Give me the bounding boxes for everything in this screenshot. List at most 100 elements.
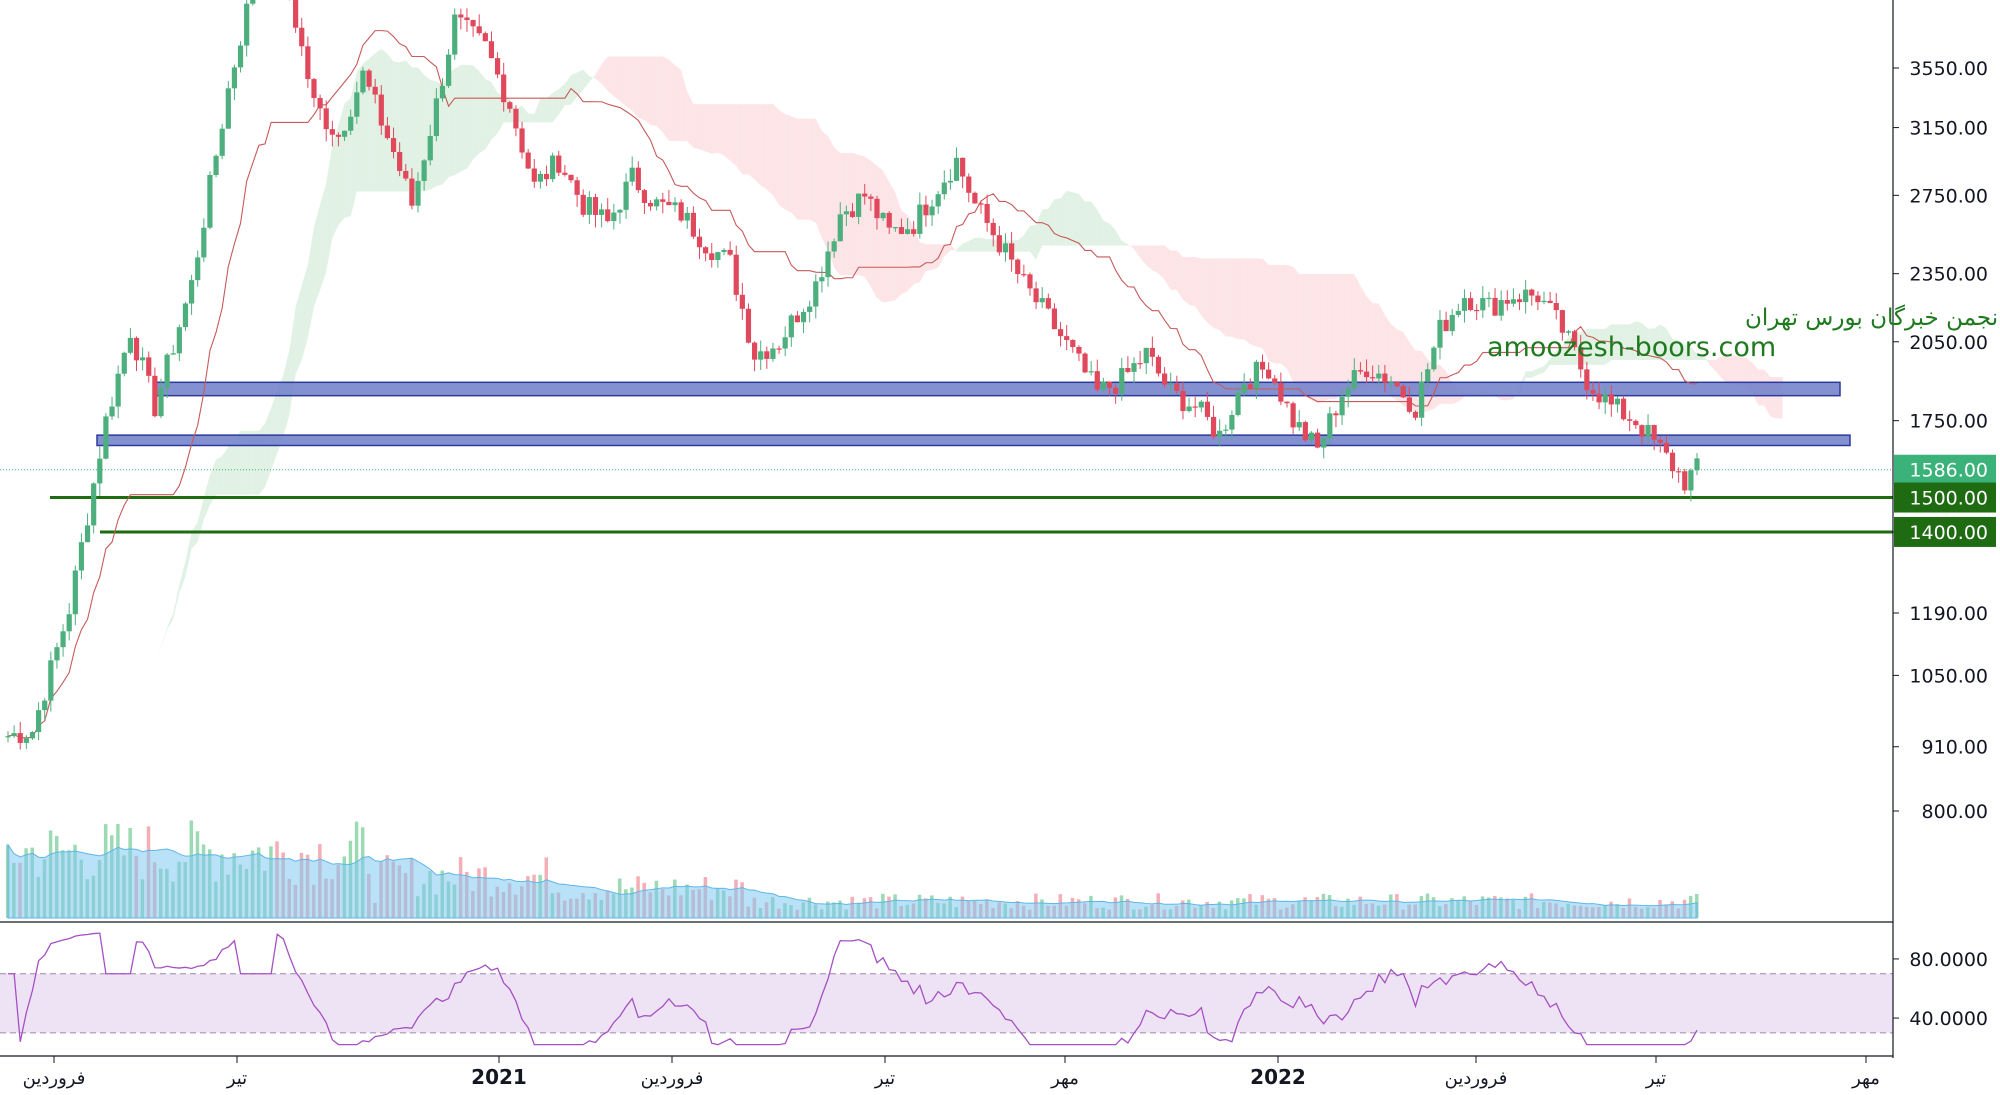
- candle-body: [390, 138, 397, 153]
- candle-body: [1229, 414, 1235, 430]
- cloud-segment: [1684, 344, 1691, 361]
- candle: [213, 154, 219, 178]
- candle-body: [72, 570, 78, 615]
- candle-body: [1357, 370, 1364, 372]
- candle: [390, 127, 397, 159]
- candle: [201, 218, 207, 262]
- cloud-segment: [1703, 353, 1710, 365]
- price-badge-label: 1586.00: [1909, 460, 1988, 482]
- candle: [647, 200, 654, 211]
- candle-body: [109, 406, 115, 417]
- cloud-segment: [1250, 258, 1257, 347]
- candle: [1400, 383, 1406, 399]
- candle: [1394, 381, 1400, 388]
- candle-body: [1308, 432, 1315, 441]
- candle-body: [158, 387, 164, 417]
- cloud-segment: [301, 264, 308, 360]
- cloud-segment: [1293, 266, 1300, 396]
- candle: [341, 130, 348, 142]
- candle-body: [751, 342, 758, 360]
- candle-body: [1241, 384, 1247, 393]
- cloud-segment: [974, 237, 982, 252]
- candle-body: [164, 354, 170, 388]
- cloud-segment: [1660, 324, 1667, 361]
- cloud-segment: [687, 91, 694, 148]
- cloud-segment: [632, 56, 639, 119]
- candle-body: [819, 277, 825, 282]
- candle-body: [1419, 381, 1425, 418]
- candle-body: [433, 98, 439, 137]
- candle-body: [1455, 310, 1461, 315]
- candle: [1168, 372, 1174, 394]
- cloud-segment: [1170, 250, 1177, 290]
- cloud-segment: [1109, 223, 1116, 246]
- cloud-segment: [876, 165, 884, 303]
- time-axis[interactable]: فروردین تیر 2021 فروردین تیر مهر 2022 فروردین تی…: [0, 1055, 1893, 1089]
- candle-body: [439, 85, 446, 99]
- candle: [1039, 287, 1045, 309]
- candle: [598, 203, 605, 228]
- candle: [1113, 384, 1119, 404]
- candle: [507, 100, 513, 113]
- time-tick-label: تیر: [874, 1068, 895, 1089]
- candle-body: [1076, 346, 1082, 354]
- candle-body: [97, 458, 103, 484]
- candle: [641, 188, 648, 214]
- cloud-segment: [497, 92, 504, 134]
- cloud-segment: [797, 118, 804, 220]
- candle: [623, 173, 629, 219]
- candle: [1651, 424, 1657, 451]
- cloud-segment: [1286, 264, 1294, 382]
- cloud-segment: [1739, 356, 1746, 388]
- candle: [960, 157, 966, 189]
- candle: [458, 8, 464, 30]
- candle: [1578, 335, 1584, 378]
- cloud-segment: [1121, 240, 1128, 246]
- cloud-segment: [295, 285, 302, 375]
- time-tick-label: تیر: [226, 1068, 247, 1089]
- cloud-segment: [1176, 250, 1183, 300]
- candle: [1217, 419, 1223, 447]
- candle-body: [874, 198, 880, 219]
- cloud-segment: [858, 154, 865, 277]
- candle-body: [758, 351, 764, 360]
- candle-body: [446, 54, 452, 86]
- candle: [5, 731, 11, 743]
- candle: [1645, 414, 1651, 442]
- candle-body: [452, 14, 458, 55]
- candle: [580, 189, 586, 217]
- cloud-segment: [821, 131, 829, 251]
- candle-body: [133, 337, 140, 361]
- cloud-segment: [1733, 355, 1740, 386]
- candle: [972, 191, 978, 204]
- cloud-segment: [209, 459, 217, 506]
- candle: [1235, 386, 1241, 417]
- candle: [1547, 291, 1553, 304]
- time-tick-label: 2021: [471, 1065, 527, 1089]
- candle-body: [1688, 470, 1694, 491]
- candle: [72, 565, 78, 626]
- cloud-segment: [405, 60, 412, 192]
- candle: [29, 731, 36, 740]
- cloud-segment: [540, 98, 547, 123]
- cloud-segment: [785, 113, 792, 213]
- candle: [1131, 357, 1137, 384]
- candle: [1412, 410, 1419, 421]
- cloud-segment: [313, 204, 321, 307]
- candle-body: [11, 733, 17, 737]
- candle-body: [1394, 382, 1400, 387]
- candle: [195, 250, 201, 287]
- candle-body: [1266, 369, 1272, 379]
- candle: [1639, 424, 1645, 445]
- candle: [11, 725, 17, 738]
- cloud-segment: [589, 74, 596, 83]
- candle: [941, 170, 947, 200]
- candle: [17, 721, 23, 750]
- candle: [1541, 291, 1547, 305]
- candle: [372, 78, 378, 104]
- candle-body: [1498, 300, 1504, 316]
- candle-body: [598, 209, 605, 215]
- time-tick-label: فروردین: [1445, 1068, 1508, 1089]
- candle-body: [1553, 303, 1559, 311]
